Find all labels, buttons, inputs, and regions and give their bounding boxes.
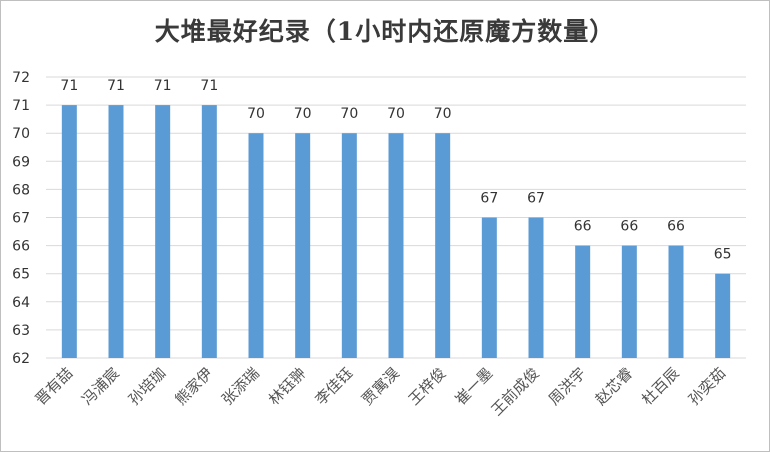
category-label: 熊家伊: [172, 364, 217, 409]
bar: [295, 133, 311, 358]
y-tick-label: 67: [12, 211, 30, 227]
y-tick-label: 65: [12, 267, 30, 283]
y-tick-label: 68: [12, 182, 30, 198]
bar: [528, 217, 544, 358]
y-tick-label: 63: [12, 323, 30, 339]
y-tick-label: 69: [12, 154, 30, 170]
data-label: 66: [574, 219, 592, 235]
category-label: 张添瑞: [218, 364, 263, 409]
data-label: 71: [200, 78, 218, 94]
bar: [61, 105, 77, 358]
bar: [575, 245, 591, 358]
category-label: 孙培珈: [125, 364, 170, 409]
category-label: 赵芯睿: [592, 364, 637, 409]
category-label: 杜百辰: [638, 364, 683, 409]
bar: [248, 133, 264, 358]
category-label: 冯浦宸: [78, 364, 123, 409]
bar: [435, 133, 451, 358]
category-label: 晋有喆: [32, 364, 77, 409]
data-label: 70: [340, 106, 358, 122]
y-tick-label: 71: [12, 98, 30, 114]
category-label: 李佳钰: [312, 364, 357, 409]
bar: [341, 133, 357, 358]
data-label: 65: [714, 247, 732, 263]
category-label: 林钰翀: [265, 364, 310, 409]
y-tick-label: 64: [12, 295, 30, 311]
data-label: 70: [387, 106, 405, 122]
bar: [481, 217, 497, 358]
data-label: 71: [107, 78, 125, 94]
bar: [668, 245, 684, 358]
bar: [715, 273, 731, 358]
data-label: 67: [480, 191, 498, 207]
y-tick-label: 70: [12, 126, 30, 142]
category-label: 王梓俊: [405, 364, 450, 409]
bar: [155, 105, 171, 358]
bar: [108, 105, 124, 358]
y-tick-label: 62: [12, 351, 30, 367]
data-label: 71: [60, 78, 78, 94]
data-label: 66: [667, 219, 685, 235]
bar: [388, 133, 404, 358]
data-label: 70: [434, 106, 452, 122]
category-label: 崔一墨: [452, 364, 497, 409]
bar: [201, 105, 217, 358]
category-label: 王前成俊: [488, 364, 543, 419]
y-tick-label: 66: [12, 239, 30, 255]
data-label: 71: [154, 78, 172, 94]
bar: [621, 245, 637, 358]
data-label: 70: [247, 106, 265, 122]
data-label: 66: [620, 219, 638, 235]
category-label: 贾寓淏: [358, 364, 403, 409]
chart-title: 大堆最好纪录（1小时内还原魔方数量）: [154, 17, 616, 46]
data-label: 70: [294, 106, 312, 122]
category-label: 孙奕茹: [685, 364, 730, 409]
y-tick-label: 72: [12, 70, 30, 86]
data-label: 67: [527, 191, 545, 207]
category-label: 周洪宇: [545, 364, 590, 409]
